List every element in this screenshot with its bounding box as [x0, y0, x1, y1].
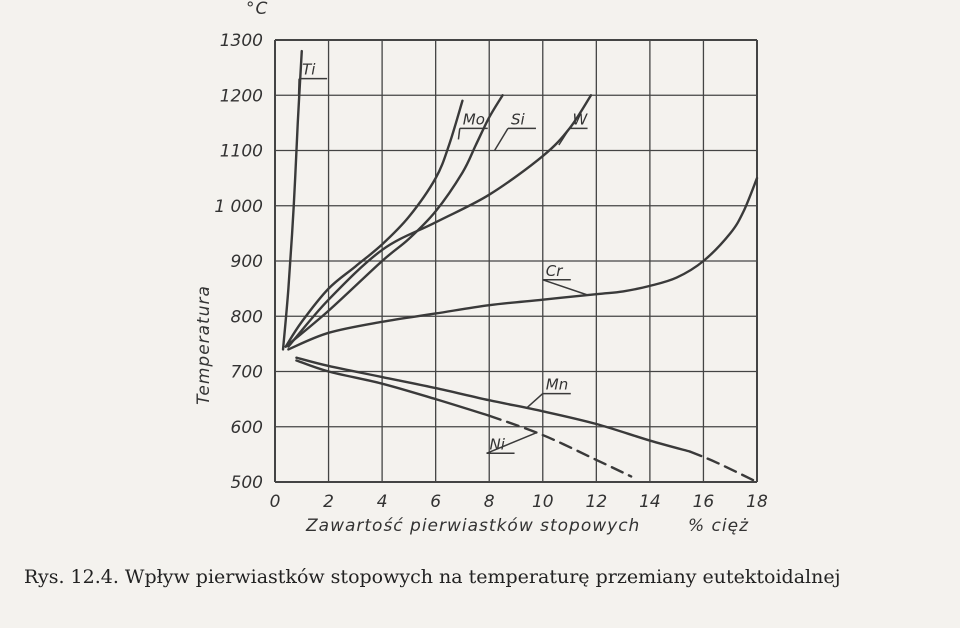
series-line-ni-dashed — [488, 414, 633, 478]
y-tick-label: 1 000 — [214, 197, 263, 217]
series-line-si — [284, 94, 504, 348]
series-line-mo — [284, 99, 464, 348]
series-label-ti: Ti — [302, 61, 316, 79]
x-tick-label: 0 — [270, 492, 281, 512]
y-tick-label: 1300 — [220, 31, 263, 51]
series-line-mn — [295, 356, 692, 453]
x-axis-label: Zawartość pierwiastków stopowych — [305, 516, 640, 536]
y-axis-label: Temperatura — [194, 285, 214, 405]
series-label-si: Si — [511, 110, 526, 128]
series-line-ni — [295, 359, 491, 417]
series-line-cr — [287, 176, 759, 351]
x-tick-label: 12 — [586, 492, 608, 512]
series-line-w — [287, 94, 593, 348]
series-labels: Ti Mo Si W Cr Mn Ni — [297, 61, 589, 455]
y-tick-label: 1200 — [220, 86, 263, 106]
series-line-ti — [281, 49, 303, 351]
series-line-mn-dashed — [688, 450, 759, 484]
x-unit: % cięż — [688, 516, 749, 536]
series-label-mo: Mo — [463, 110, 485, 128]
x-tick-label: 2 — [323, 492, 334, 512]
label-leader — [297, 78, 300, 96]
label-leader — [486, 431, 538, 454]
x-tick-label: 6 — [430, 492, 441, 512]
tick-labels: 0 2 4 6 8 10 12 14 16 18 500 600 700 800 900 1 000 1100 1… — [214, 31, 768, 512]
label-leader — [457, 128, 461, 140]
figure-caption: Rys. 12.4. Wpływ pierwiastków stopowych … — [24, 566, 841, 588]
x-tick-label: 16 — [693, 492, 715, 512]
label-leader — [558, 127, 571, 146]
x-tick-label: 14 — [639, 492, 661, 512]
series-label-mn: Mn — [546, 376, 568, 394]
chart-canvas: Ti Mo Si W Cr Mn Ni 0 2 4 6 8 10 12 14 16 18 500 600 700 80… — [194, 0, 768, 536]
y-tick-label: 700 — [231, 363, 263, 383]
grid — [274, 39, 758, 483]
label-leader — [493, 128, 509, 151]
y-unit: °C — [246, 0, 268, 19]
x-tick-label: 8 — [484, 492, 495, 512]
y-tick-label: 1100 — [220, 142, 263, 162]
series-label-ni: Ni — [490, 435, 506, 453]
series-label-w: W — [573, 110, 589, 128]
series-label-cr: Cr — [546, 262, 563, 280]
y-tick-label: 600 — [231, 418, 263, 438]
y-tick-label: 800 — [231, 307, 263, 327]
x-tick-label: 4 — [377, 492, 388, 512]
x-tick-label: 10 — [532, 492, 554, 512]
y-tick-label: 500 — [231, 473, 263, 493]
label-leader — [526, 393, 544, 409]
label-leader — [542, 279, 589, 296]
x-tick-label: 18 — [746, 492, 768, 512]
y-tick-label: 900 — [231, 252, 263, 272]
